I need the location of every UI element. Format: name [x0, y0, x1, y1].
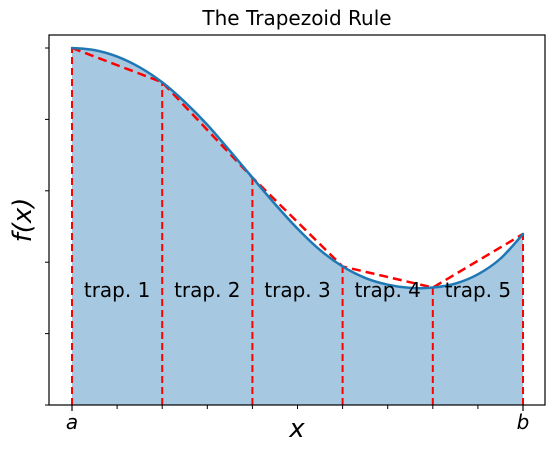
- plot-layer: trap. 1 trap. 2 trap. 3 trap. 4 trap. 5: [70, 46, 525, 405]
- x-axis-label: x: [288, 414, 305, 444]
- trapezoid-top-line: [71, 46, 524, 289]
- trapezoid-label: trap. 2: [174, 278, 240, 302]
- x-tick-label: a: [66, 410, 78, 434]
- trapezoid-label: trap. 1: [84, 278, 150, 302]
- area-under-curve: [72, 48, 523, 405]
- function-curve: [70, 46, 525, 290]
- trapezoid-label: trap. 5: [445, 278, 511, 302]
- x-tick-label: b: [517, 410, 530, 434]
- chart-title: The Trapezoid Rule: [201, 6, 391, 30]
- y-axis-label: f(x): [8, 198, 38, 243]
- trapezoid-label: trap. 3: [264, 278, 330, 302]
- trapezoid-label: trap. 4: [354, 278, 420, 302]
